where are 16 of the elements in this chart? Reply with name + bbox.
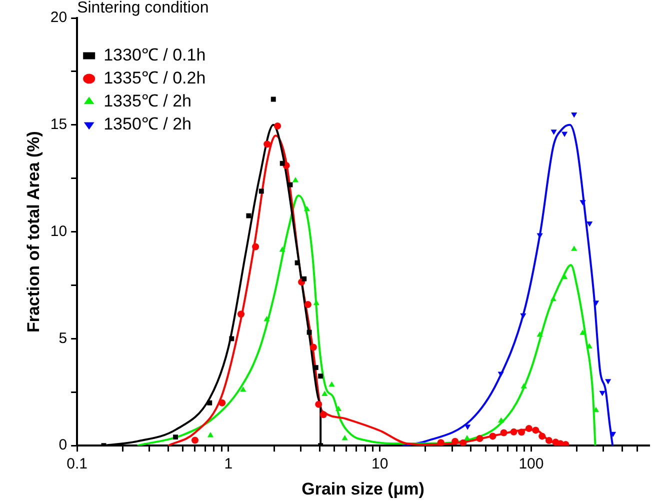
y-tick-label: 20 <box>50 9 68 26</box>
y-tick-label: 10 <box>50 222 68 240</box>
x-axis-title: Grain size (μm) <box>302 479 424 498</box>
x-tick-label: 10 <box>371 456 388 473</box>
x-tick-label: 0.1 <box>66 456 88 473</box>
y-tick-label: 5 <box>58 330 68 347</box>
x-tick-label: 1 <box>224 456 233 473</box>
x-tick-label: 100 <box>518 456 544 473</box>
legend-title: Sintering condition <box>77 0 209 16</box>
legend-label: 1335℃ / 2h <box>104 91 192 110</box>
y-tick-label: 15 <box>50 116 68 134</box>
legend-label: 1330℃ / 0.1h <box>104 45 206 64</box>
legend-label: 1335℃ / 0.2h <box>104 68 206 88</box>
y-tick-label: 0 <box>58 436 68 454</box>
legend-label: 1350℃ / 2h <box>104 114 192 134</box>
y-axis-title: Fraction of total Area (%) <box>24 131 43 333</box>
